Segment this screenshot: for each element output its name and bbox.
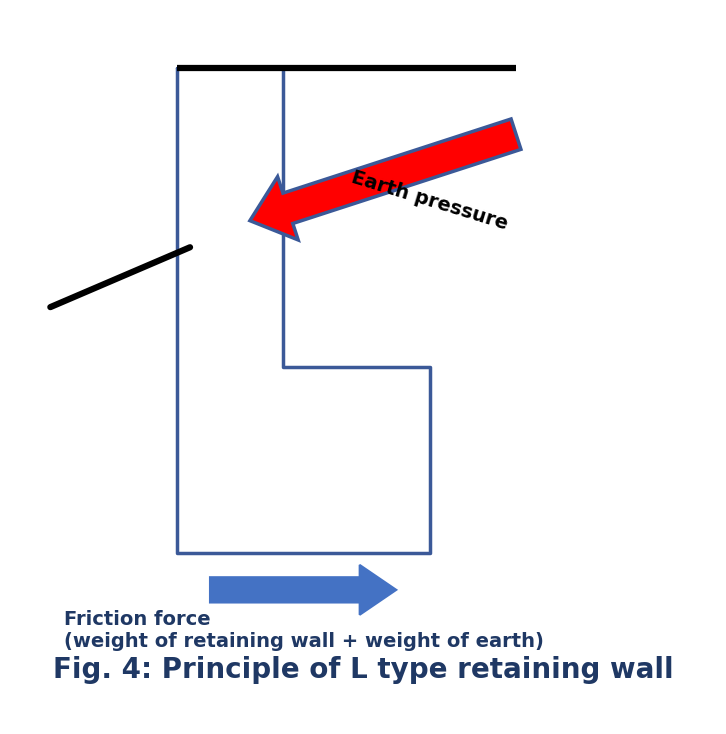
FancyArrow shape	[250, 119, 521, 240]
Text: Friction force
(weight of retaining wall + weight of earth): Friction force (weight of retaining wall…	[64, 610, 544, 651]
FancyArrow shape	[210, 565, 396, 615]
Text: Fig. 4: Principle of L type retaining wall: Fig. 4: Principle of L type retaining wa…	[53, 655, 673, 683]
Text: Earth pressure: Earth pressure	[349, 168, 510, 233]
